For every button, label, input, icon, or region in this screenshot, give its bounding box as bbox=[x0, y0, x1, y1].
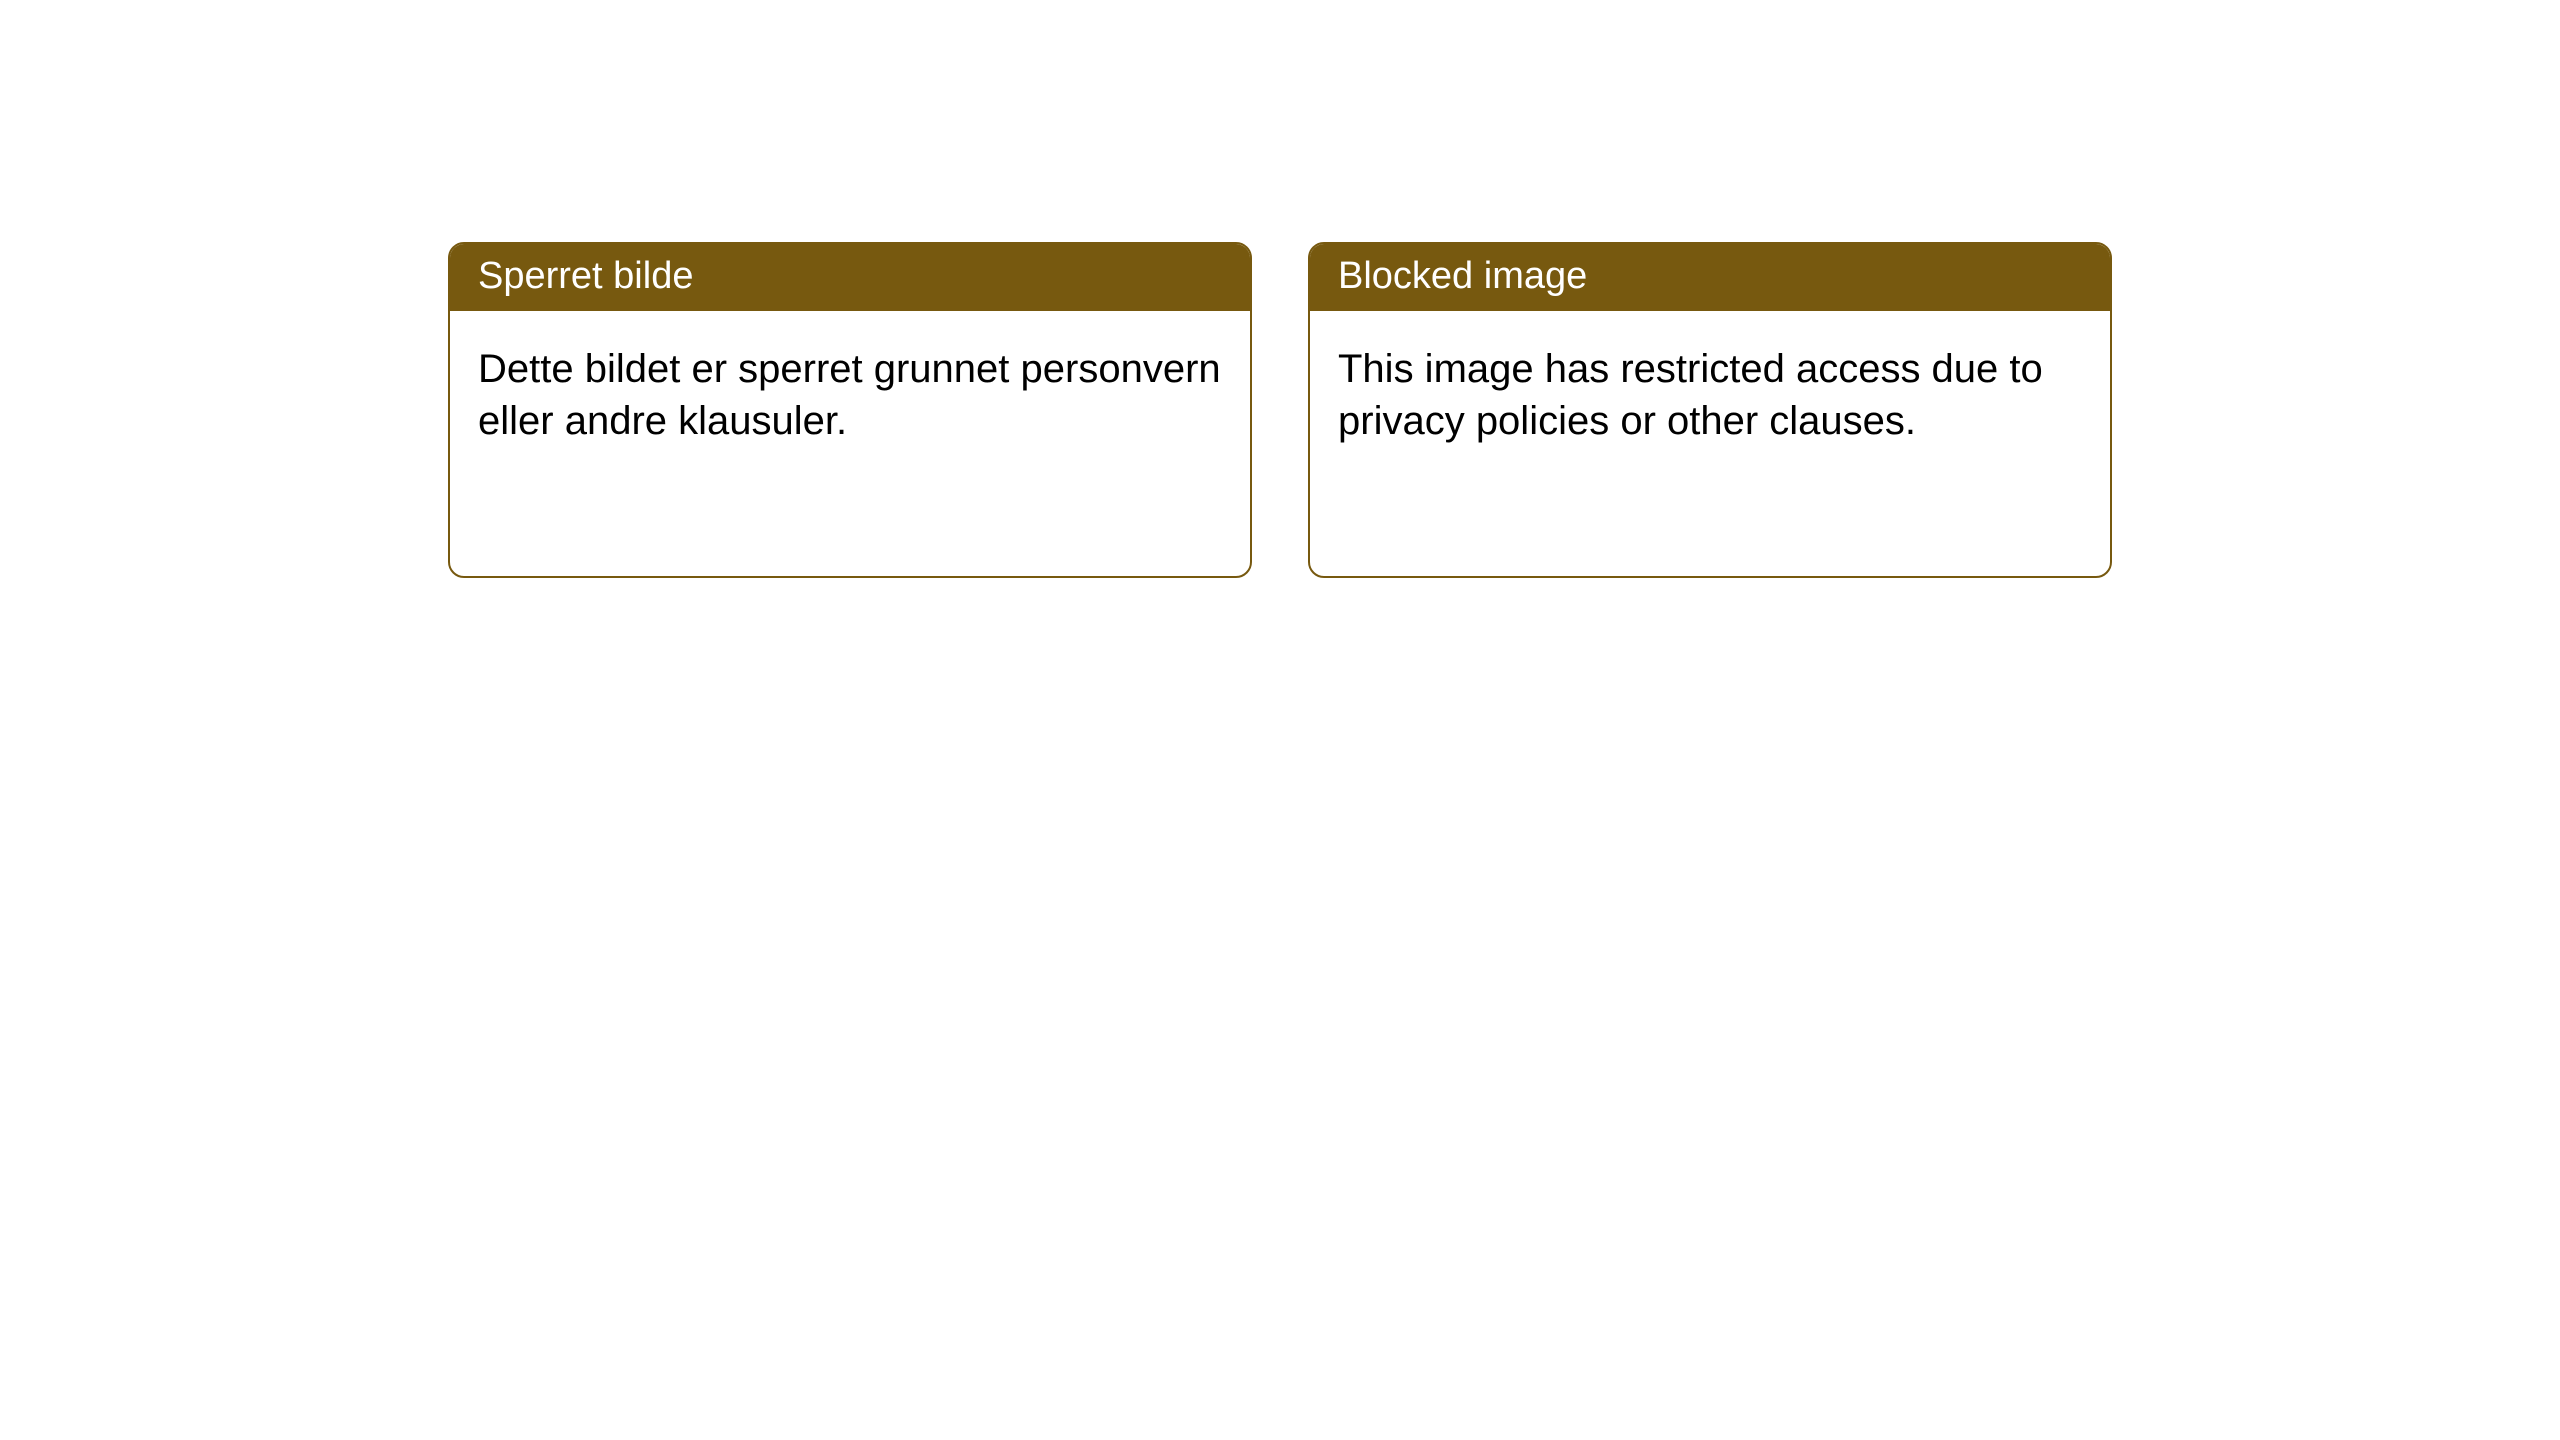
notice-card-norwegian: Sperret bilde Dette bildet er sperret gr… bbox=[448, 242, 1252, 578]
notice-container: Sperret bilde Dette bildet er sperret gr… bbox=[0, 0, 2560, 578]
notice-body: Dette bildet er sperret grunnet personve… bbox=[450, 311, 1250, 479]
notice-card-english: Blocked image This image has restricted … bbox=[1308, 242, 2112, 578]
notice-body: This image has restricted access due to … bbox=[1310, 311, 2110, 479]
notice-title: Blocked image bbox=[1310, 244, 2110, 311]
notice-title: Sperret bilde bbox=[450, 244, 1250, 311]
